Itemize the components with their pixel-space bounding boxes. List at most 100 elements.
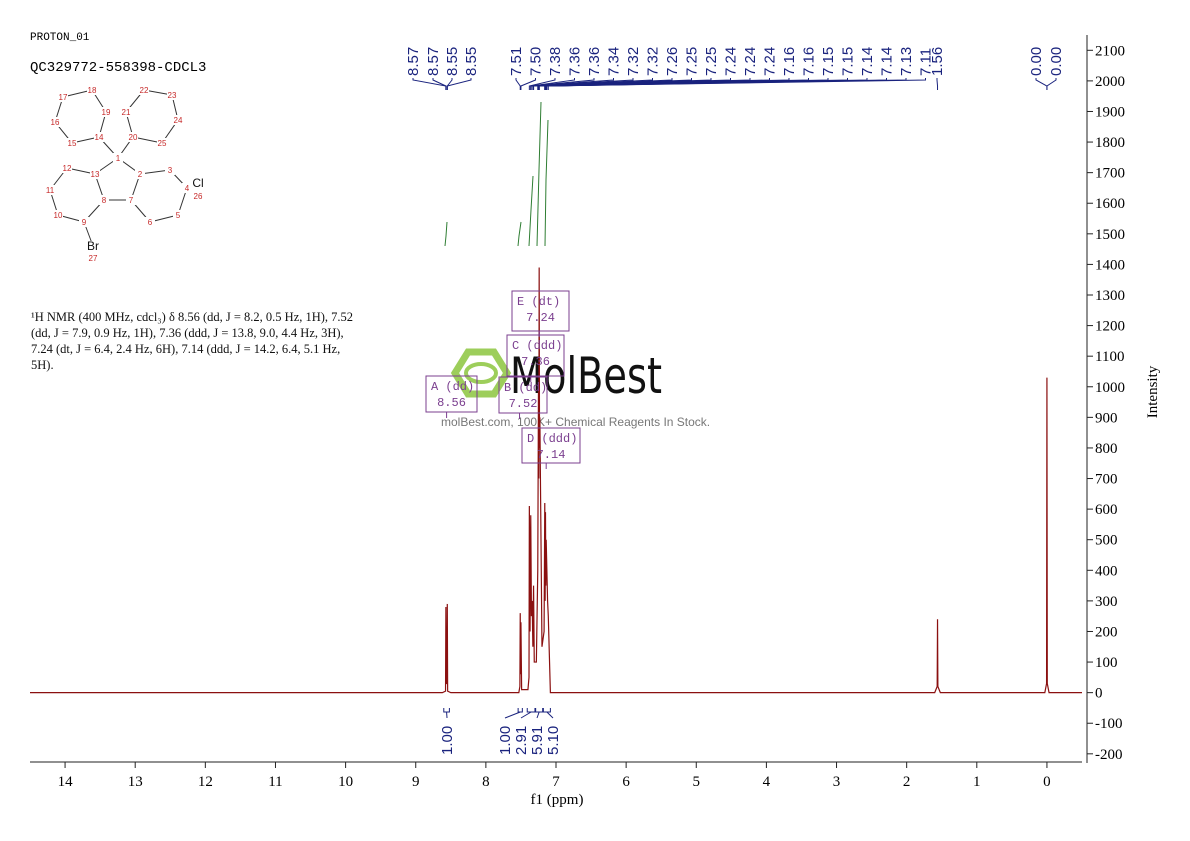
atom-bg	[135, 169, 145, 179]
atom-bg	[50, 117, 60, 127]
atom-label: 15	[68, 139, 77, 148]
atom-bg	[157, 138, 167, 148]
atom-label: 19	[102, 108, 111, 117]
x-tick-label: 8	[482, 774, 490, 790]
atom-label: Cl	[192, 176, 203, 190]
watermark	[450, 348, 512, 398]
x-tick-label: 1	[973, 774, 981, 790]
atom-bg	[90, 169, 100, 179]
atom-label: 17	[59, 93, 68, 102]
atom-label: 23	[168, 91, 177, 100]
peak-leader	[520, 78, 536, 90]
atom-label: 9	[82, 218, 87, 227]
spectrum	[30, 267, 1082, 694]
atom-bg	[94, 132, 104, 142]
y-tick-label: 400	[1095, 563, 1118, 579]
y-tick-label: 700	[1095, 472, 1118, 488]
peak-label: 8.57	[405, 47, 422, 76]
y-tick-label: 1100	[1095, 349, 1124, 365]
integral-label: 5.10	[545, 726, 562, 755]
atom-bg	[139, 85, 149, 95]
peak-label: 7.16	[781, 47, 798, 76]
x-tick-label: 7	[552, 774, 560, 790]
atom-bg	[67, 138, 77, 148]
x-tick-label: 3	[833, 774, 841, 790]
peak-label: 7.16	[801, 47, 818, 76]
y-axis-label: Intensity	[1145, 365, 1161, 418]
y-tick-label: 1000	[1095, 380, 1125, 396]
multiplet-shift: 7.52	[509, 397, 538, 411]
atom-label: 12	[63, 164, 72, 173]
y-tick-label: 1300	[1095, 288, 1125, 304]
multiplet-name: B (dd)	[504, 381, 547, 395]
peak-leader	[446, 78, 453, 90]
y-tick-label: 1500	[1095, 227, 1125, 243]
integral-leader	[536, 711, 540, 719]
y-tick-label: 1900	[1095, 104, 1125, 120]
peak-leader	[528, 78, 556, 90]
x-tick-label: 13	[128, 774, 143, 790]
atom-label: 13	[91, 170, 100, 179]
y-tick-label: 200	[1095, 624, 1118, 640]
atom-label: 5	[176, 211, 181, 220]
atom-label: 22	[140, 86, 149, 95]
atom-bg	[173, 115, 183, 125]
integral-leader	[546, 711, 554, 719]
peak-label: 7.11	[918, 48, 935, 76]
atom-bg	[86, 241, 100, 251]
atom-bg	[58, 92, 68, 102]
atom-bg	[193, 191, 203, 201]
x-tick-label: 14	[58, 774, 74, 790]
x-tick-label: 4	[763, 774, 771, 790]
atom-label: 4	[185, 184, 190, 193]
peak-label: 7.25	[684, 47, 701, 76]
peak-label: 7.24	[762, 47, 779, 76]
peak-label: 7.14	[859, 47, 876, 76]
peak-leader	[533, 78, 653, 90]
multiplet-shift: 7.14	[537, 448, 566, 462]
x-tick-label: 0	[1043, 774, 1051, 790]
integral-curve	[528, 175, 534, 247]
multiplet-shift: 8.56	[437, 396, 466, 410]
peak-label: 7.50	[528, 47, 545, 76]
x-tick-label: 6	[622, 774, 630, 790]
y-tick-label: 600	[1095, 502, 1118, 518]
x-tick-label: 9	[412, 774, 420, 790]
integral-leader	[520, 711, 532, 719]
watermark-logo	[450, 348, 512, 398]
atom-label: 1	[116, 154, 121, 163]
experiment-name: PROTON_01	[30, 32, 90, 44]
atom-bg	[128, 132, 138, 142]
atom-bg	[182, 183, 192, 193]
multiplet-name: D (ddd)	[527, 432, 577, 446]
x-tick-label: 11	[268, 774, 282, 790]
atom-label: 16	[51, 118, 60, 127]
y-tick-label: 300	[1095, 594, 1118, 610]
atom-label: 3	[168, 166, 173, 175]
peak-label: 7.14	[879, 47, 896, 76]
integral-label: 1.00	[497, 726, 514, 755]
integral-curves	[444, 101, 549, 247]
watermark-tagline: molBest.com, 100K+ Chemical Reagents In …	[441, 415, 710, 429]
multiplet-box	[425, 375, 478, 413]
atom-bg	[113, 153, 123, 163]
peak-label: 8.57	[425, 47, 442, 76]
multiplet-box	[511, 290, 570, 332]
atom-label: 27	[89, 254, 98, 263]
peak-label: 7.24	[723, 47, 740, 76]
y-tick-label: 1200	[1095, 319, 1125, 335]
integral-bracket	[526, 708, 536, 713]
peak-label: 7.32	[645, 47, 662, 76]
peak-label: 7.32	[625, 47, 642, 76]
peak-label: 8.55	[463, 47, 480, 76]
atom-bg	[101, 107, 111, 117]
multiplet-box	[498, 376, 548, 414]
atom-label: 7	[129, 196, 134, 205]
peak-label: 7.26	[664, 47, 681, 76]
y-tick-label: 1700	[1095, 166, 1125, 182]
y-tick-label: -100	[1095, 716, 1123, 732]
sample-name: QC329772-558398-CDCL3	[30, 60, 206, 76]
x-tick-label: 12	[198, 774, 213, 790]
atom-label: 21	[122, 108, 131, 117]
